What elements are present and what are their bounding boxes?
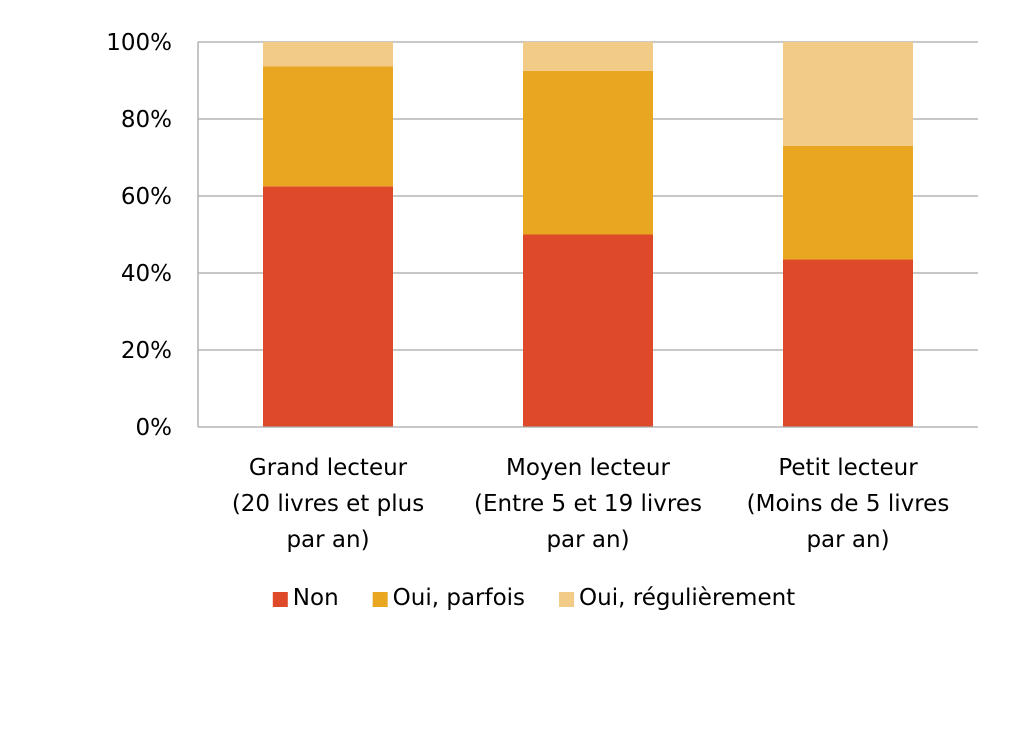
bar-segment [523,234,653,427]
x-category-label: (Entre 5 et 19 livres [474,491,702,517]
x-category-label: par an) [286,527,369,553]
legend-label: Oui, régulièrement [579,585,795,611]
y-tick-label: 0% [136,415,173,441]
x-axis-labels: Grand lecteur (20 livres et plus par an) Mo… [232,455,950,553]
bar-segment [263,186,393,427]
legend-item: Non [272,585,339,611]
bar-segment [263,66,393,187]
bar-segment [263,42,393,67]
bar-segment [523,70,653,235]
bar-segment [783,145,913,260]
legend: Non Oui, parfois Oui, régulièrement [272,585,795,611]
y-tick-label: 60% [121,184,172,210]
x-category-label: Moyen lecteur [506,455,670,481]
legend-label: Non [293,585,339,611]
bar-segment [783,259,913,427]
legend-swatch [272,592,288,607]
y-tick-label: 80% [121,107,172,133]
x-category-label: (20 livres et plus [232,491,424,517]
bars [263,42,913,427]
legend-item: Oui, régulièrement [559,585,795,611]
legend-item: Oui, parfois [372,585,525,611]
x-category-label: Grand lecteur [249,455,408,481]
y-axis-ticks: 0% 20% 40% 60% 80% 100% [106,30,172,441]
x-category-label: par an) [546,527,629,553]
legend-label: Oui, parfois [393,585,525,611]
x-category-label: Petit lecteur [778,455,918,481]
bar-segment [523,42,653,71]
y-tick-label: 100% [106,30,172,56]
y-tick-label: 20% [121,338,172,364]
legend-swatch [559,592,575,607]
axes [197,42,978,428]
y-tick-label: 40% [121,261,172,287]
legend-swatch [372,592,388,607]
x-category-label: par an) [806,527,889,553]
bar-segment [783,42,913,146]
x-category-label: (Moins de 5 livres [747,491,950,517]
